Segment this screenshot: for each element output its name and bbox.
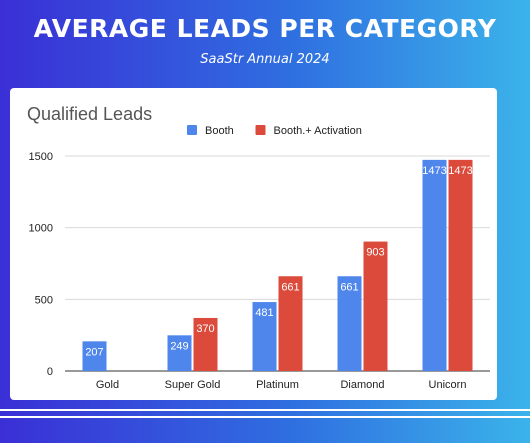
x-tick-label: Gold: [96, 379, 119, 391]
bar-data-label: 661: [281, 281, 299, 293]
y-tick-label: 500: [35, 294, 53, 306]
bar-booth: [252, 302, 277, 371]
bar-booth: [422, 159, 447, 371]
bar-data-label: 661: [340, 281, 358, 293]
divider-line: [0, 409, 530, 411]
bar-data-label: 370: [196, 323, 214, 335]
bar-data-label: 903: [366, 247, 384, 259]
legend-label: Booth: [205, 125, 234, 137]
x-tick-label: Super Gold: [165, 379, 221, 391]
bar-booth-activation: [448, 159, 473, 371]
legend-label: Booth.+ Activation: [274, 125, 362, 137]
page-title: AVERAGE LEADS PER CATEGORY: [33, 14, 497, 43]
bar-booth-activation: [193, 317, 218, 371]
bar-data-label: 1473: [448, 165, 472, 177]
legend-swatch: [187, 125, 197, 135]
x-tick-label: Diamond: [340, 379, 384, 391]
y-tick-label: 0: [47, 366, 53, 378]
bar-booth-activation: [363, 241, 388, 371]
bar-booth: [167, 335, 192, 371]
bar-data-label: 249: [170, 340, 188, 352]
bar-booth-activation: [278, 276, 303, 371]
chart: Qualified Leads 0 500 1000 1500 Booth Booth.+…: [27, 104, 490, 391]
legend-swatch: [255, 125, 266, 135]
divider-line: [0, 416, 530, 418]
chart-card: Qualified Leads 0 500 1000 1500 Booth Booth.+…: [10, 88, 497, 400]
x-tick-label: Unicorn: [429, 379, 467, 391]
bar-data-label: 481: [255, 307, 273, 319]
chart-title: Qualified Leads: [27, 104, 152, 124]
page-subtitle: SaaStr Annual 2024: [200, 52, 330, 67]
y-tick-label: 1000: [29, 223, 53, 235]
bar-booth: [337, 276, 362, 371]
bar-data-label: 1473: [422, 165, 446, 177]
y-tick-label: 1500: [29, 151, 53, 163]
bar-booth: [82, 341, 107, 371]
x-tick-label: Platinum: [256, 379, 299, 391]
bar-data-label: 207: [85, 346, 103, 358]
